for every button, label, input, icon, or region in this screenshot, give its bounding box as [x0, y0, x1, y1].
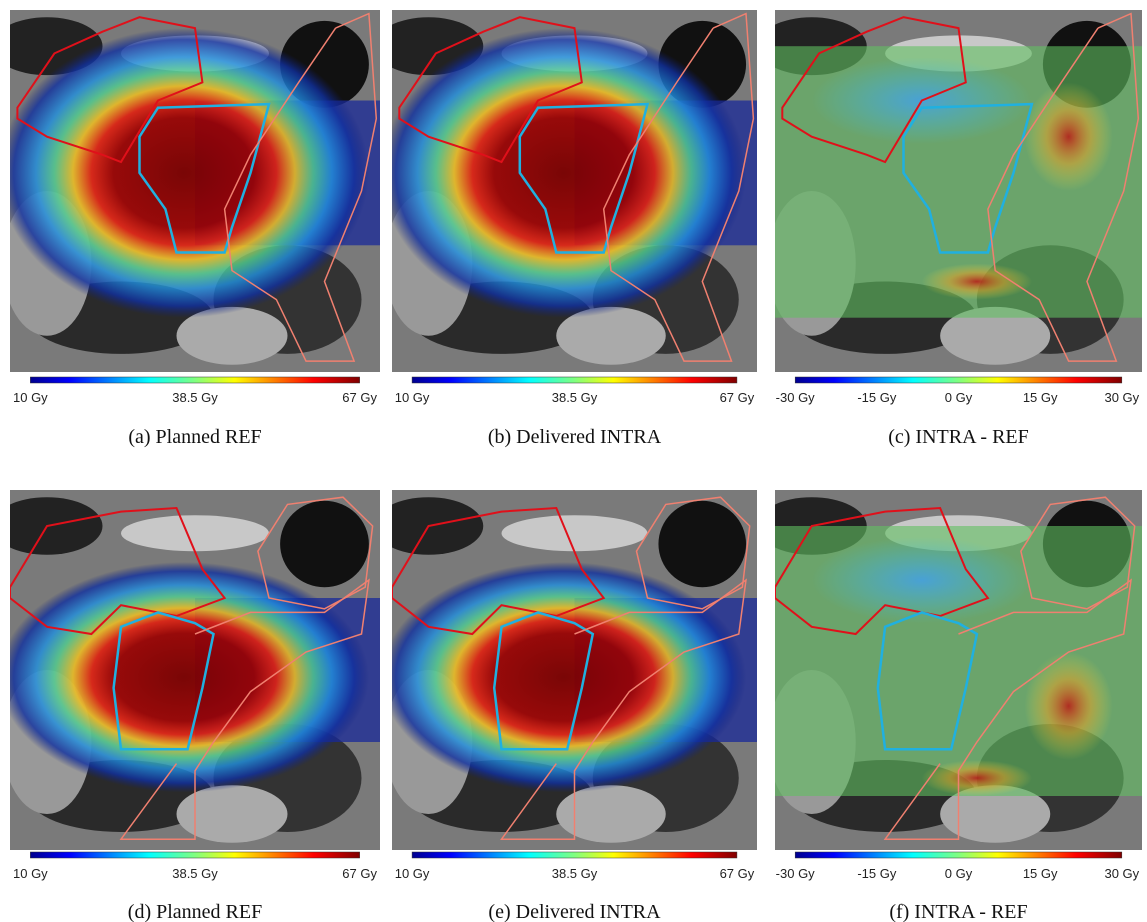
tissue	[392, 497, 484, 555]
colorbar-tick-label: 67 Gy	[720, 866, 755, 881]
contour-salmon	[883, 578, 1132, 840]
tissue	[556, 785, 666, 843]
tissue	[940, 306, 1051, 365]
contour-salmon	[987, 12, 1140, 362]
caption: (b) Delivered INTRA	[488, 426, 662, 448]
contour-red	[781, 16, 967, 164]
panel: -30 Gy -15 Gy 0 Gy 15 Gy 30 Gy (f) INTRA - RE…	[775, 490, 1142, 922]
tissue	[121, 515, 269, 552]
colorbar-tick-label: 38.5 Gy	[552, 390, 598, 405]
dose-overlay	[10, 562, 369, 793]
contour-red	[392, 506, 606, 636]
colorbar-tick-label: 30 Gy	[1104, 390, 1139, 405]
contour-cyan	[492, 611, 595, 751]
tissue	[658, 500, 747, 588]
colorbar-tick-label: 38.5 Gy	[172, 390, 218, 405]
mri-image	[10, 490, 380, 850]
colorbar	[794, 851, 1123, 859]
colorbar-tick-label: 15 Gy	[1023, 390, 1058, 405]
contour-salmon	[1020, 496, 1136, 610]
colorbar-tick-label: 38.5 Gy	[172, 866, 218, 881]
colorbar-tick-label: 0 Gy	[945, 866, 973, 881]
colorbar-tick-label: 38.5 Gy	[552, 866, 598, 881]
tissue	[280, 500, 369, 588]
tissue	[176, 306, 288, 365]
panel: 10 Gy 38.5 Gy 67 Gy (a) Planned REF	[10, 10, 380, 448]
tissue	[176, 785, 288, 843]
colorbar-tick-label: 10 Gy	[13, 866, 48, 881]
dose-overlay	[392, 28, 746, 318]
colorbar-tick-label: -15 Gy	[857, 866, 897, 881]
contour-red	[10, 506, 227, 636]
caption: (a) Planned REF	[128, 426, 261, 448]
colorbar-tick-label: -30 Gy	[776, 390, 816, 405]
diff-hot	[1024, 82, 1113, 191]
colorbar	[30, 376, 360, 384]
contour-salmon	[119, 578, 370, 840]
colorbar-tick-label: 67 Gy	[342, 390, 377, 405]
mri-image	[392, 490, 757, 850]
contour-red	[775, 506, 990, 636]
contour-cyan	[112, 611, 215, 751]
contour-red	[16, 16, 204, 164]
colorbar-tick-label: 67 Gy	[342, 866, 377, 881]
tissue	[556, 306, 666, 365]
colorbar	[411, 376, 738, 384]
colorbar	[30, 851, 360, 859]
caption: (c) INTRA - REF	[888, 426, 1029, 448]
contour-red	[398, 16, 583, 164]
diff-hot	[921, 760, 1032, 796]
dose-overlay	[10, 28, 369, 318]
colorbar-tick-label: 0 Gy	[945, 390, 973, 405]
dose-overlay	[392, 562, 746, 793]
diff-cold	[811, 536, 1032, 624]
panel: 10 Gy 38.5 Gy 67 Gy (b) Delivered INTRA	[392, 10, 757, 448]
caption: (e) Delivered INTRA	[488, 901, 661, 922]
mri-image	[10, 10, 380, 372]
colorbar-tick-label: 67 Gy	[720, 390, 755, 405]
tissue	[501, 515, 648, 552]
tissue	[940, 785, 1051, 843]
contour-salmon	[635, 496, 751, 610]
colorbar	[794, 376, 1123, 384]
contour-salmon	[500, 578, 747, 840]
contour-salmon	[223, 12, 378, 362]
colorbar-tick-label: -15 Gy	[857, 390, 897, 405]
mri-image	[775, 490, 1142, 850]
colorbar-tick-label: 10 Gy	[395, 866, 430, 881]
contour-cyan	[876, 611, 979, 751]
panel: 10 Gy 38.5 Gy 67 Gy (d) Planned REF	[10, 490, 380, 922]
mri-image	[392, 10, 757, 372]
colorbar-tick-label: 30 Gy	[1104, 866, 1139, 881]
contour-salmon	[602, 12, 755, 362]
colorbar	[411, 851, 738, 859]
contour-salmon	[257, 496, 374, 610]
diff-hot	[921, 263, 1032, 300]
colorbar-tick-label: -30 Gy	[776, 866, 816, 881]
mri-image	[775, 10, 1142, 372]
colorbar-tick-label: 10 Gy	[395, 390, 430, 405]
colorbar-tick-label: 10 Gy	[13, 390, 48, 405]
diff-hot	[1024, 652, 1113, 760]
tissue	[10, 497, 103, 555]
panel: 10 Gy 38.5 Gy 67 Gy (e) Delivered INTRA	[392, 490, 757, 922]
panel: -30 Gy -15 Gy 0 Gy 15 Gy 30 Gy (c) INTRA - RE…	[775, 10, 1142, 448]
colorbar-tick-label: 15 Gy	[1023, 866, 1058, 881]
caption: (f) INTRA - REF	[889, 901, 1027, 922]
caption: (d) Planned REF	[128, 901, 262, 922]
